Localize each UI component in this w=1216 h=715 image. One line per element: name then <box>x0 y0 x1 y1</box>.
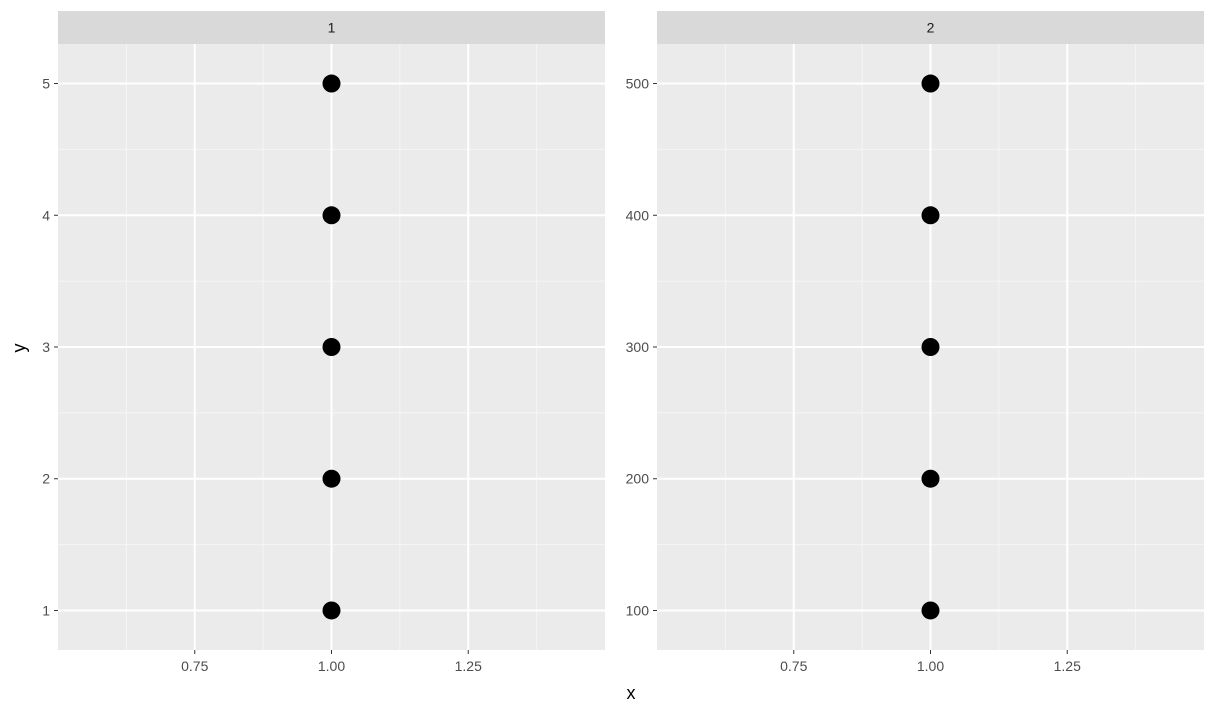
facet-panels: 1 0.75 1.00 1.25 1 2 3 4 5 2 0.75 1.00 1.25 100 200 300… <box>42 11 1204 674</box>
data-point <box>921 601 940 620</box>
y-tick-label: 4 <box>42 207 50 223</box>
data-point <box>322 469 341 488</box>
facet-strip-label: 2 <box>927 20 935 36</box>
data-point <box>921 469 940 488</box>
y-tick-label: 500 <box>626 76 650 92</box>
facet-panel-2: 2 0.75 1.00 1.25 100 200 300 400 500 <box>626 11 1204 674</box>
data-point <box>322 338 341 356</box>
facet-strip <box>657 11 1204 44</box>
x-tick-label: 1.25 <box>455 658 482 674</box>
y-tick-label: 100 <box>626 602 650 618</box>
y-tick-label: 3 <box>42 339 50 355</box>
y-tick-label: 300 <box>626 339 650 355</box>
data-point <box>921 338 940 356</box>
data-point <box>322 601 341 620</box>
x-tick-label: 1.25 <box>1054 658 1081 674</box>
data-point <box>322 74 341 93</box>
y-tick-label: 2 <box>42 471 50 487</box>
data-point <box>921 74 940 93</box>
facet-strip-label: 1 <box>328 20 336 36</box>
facet-panel-1: 1 0.75 1.00 1.25 1 2 3 4 5 <box>42 11 605 674</box>
facet-strip <box>58 11 605 44</box>
data-point <box>921 206 940 225</box>
x-tick-label: 1.00 <box>318 658 345 674</box>
y-tick-label: 400 <box>626 207 650 223</box>
x-tick-label: 1.00 <box>917 658 944 674</box>
x-tick-label: 0.75 <box>181 658 208 674</box>
y-tick-label: 200 <box>626 471 650 487</box>
y-tick-label: 5 <box>42 76 50 92</box>
x-tick-label: 0.75 <box>780 658 807 674</box>
y-axis-title: y <box>9 344 29 353</box>
data-point <box>322 206 341 225</box>
x-axis-title: x <box>627 683 636 703</box>
y-tick-label: 1 <box>42 602 50 618</box>
